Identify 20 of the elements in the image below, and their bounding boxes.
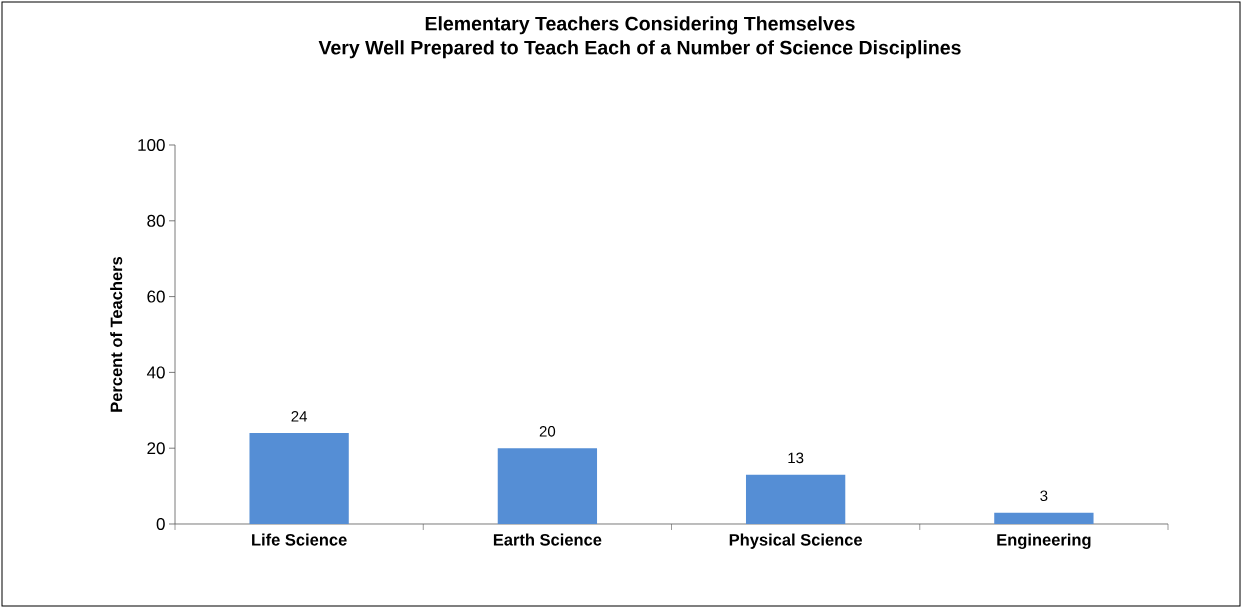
- x-tick-label: Engineering: [997, 533, 1091, 549]
- data-label: 13: [788, 452, 804, 464]
- y-tick-label: 20: [147, 442, 165, 455]
- chart-title: Elementary Teachers Considering Themselves Very Well Prepared to Teach Each of a Number of Science Disciplines: [318, 16, 961, 59]
- y-axis-title: Percent of Teachers: [110, 256, 123, 412]
- y-tick-label: 80: [147, 214, 165, 227]
- bar: [497, 448, 598, 524]
- x-tick-label: Life Science: [252, 533, 347, 546]
- x-tick-label: Physical Science: [729, 533, 863, 549]
- y-tick-label: 0: [156, 517, 165, 531]
- y-tick-label: 60: [147, 290, 165, 303]
- data-label: 24: [291, 411, 308, 422]
- y-tick-label: 40: [146, 366, 165, 379]
- bar: [249, 433, 349, 524]
- x-tick-label: Earth Science: [493, 533, 602, 546]
- data-label: 3: [1040, 490, 1048, 502]
- bar: [994, 512, 1094, 524]
- data-label: 20: [539, 426, 556, 437]
- bar: [745, 474, 846, 524]
- y-tick-label: 100: [138, 138, 165, 152]
